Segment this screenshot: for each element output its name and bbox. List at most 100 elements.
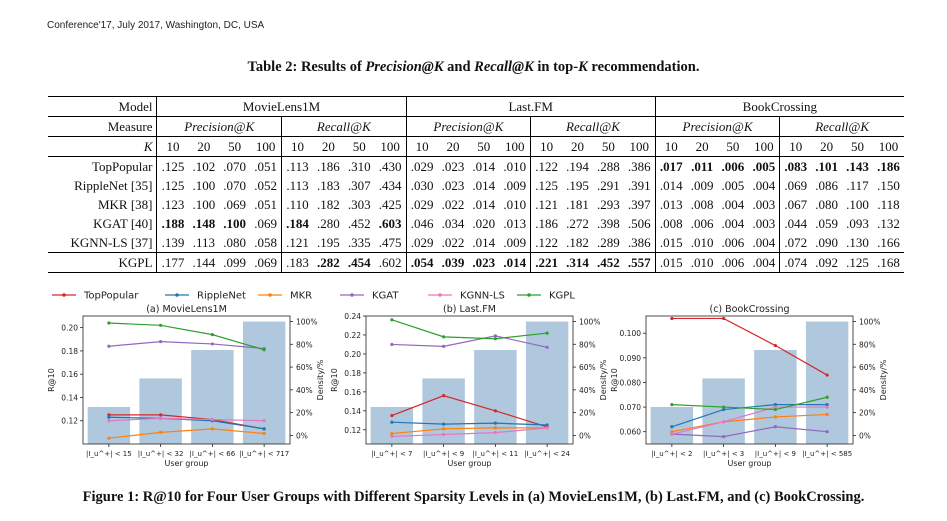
model-name: RippleNet [35]: [74, 177, 153, 193]
series-line: [391, 421, 548, 426]
result-value: .143: [842, 156, 873, 176]
x-tick-label: |I_u^+| < 2: [651, 450, 692, 458]
data-point: [107, 413, 111, 417]
result-value: .004: [748, 252, 780, 273]
data-point: [493, 431, 497, 435]
chart-panel: (a) MovieLens1M 0.12 0.14 0.16 0.18 0.20 0% 20%…: [47, 304, 325, 468]
result-value: .434: [378, 177, 402, 193]
result-value: .010: [499, 156, 531, 176]
result-value: .046: [405, 214, 438, 233]
result-value: .023: [441, 177, 465, 193]
plot-frame: [645, 315, 854, 445]
data-point: [722, 407, 726, 412]
result-value: .093: [846, 215, 869, 231]
result-value: .069: [254, 215, 277, 231]
model-name: KGPL: [48, 252, 157, 273]
result-value: .186: [530, 214, 563, 233]
result-value: .029: [405, 233, 438, 253]
legend-marker: [268, 293, 272, 297]
result-value: .118: [877, 196, 900, 212]
result-value: .014: [472, 177, 496, 193]
y2-tick-label: 60%: [296, 363, 313, 372]
y-tick-label: 0.12: [344, 426, 361, 435]
data-point: [773, 343, 777, 348]
result-value: .314: [562, 252, 593, 273]
result-value: .182: [317, 196, 340, 212]
series-kgpl: [390, 318, 549, 341]
data-point: [262, 427, 266, 431]
data-point: [390, 342, 394, 347]
data-point: [670, 432, 674, 436]
series-toppopular: [107, 413, 266, 431]
series-ripplenet: [107, 415, 266, 431]
result-value: .139: [156, 233, 189, 253]
data-point: [107, 436, 111, 440]
result-value: .022: [441, 196, 465, 212]
result-value: .125: [156, 176, 189, 195]
result-value: .452: [347, 215, 371, 231]
data-point: [670, 403, 674, 407]
data-point: [722, 435, 726, 439]
chart-title: (a) MovieLens1M: [146, 304, 227, 315]
result-value: .100: [846, 196, 869, 212]
result-value: .425: [378, 196, 402, 212]
y2-axis-label: Density/%: [879, 359, 888, 400]
x-tick-label: |I_u^+| < 717: [239, 450, 289, 458]
data-point: [545, 423, 549, 427]
result-value: .166: [877, 234, 900, 250]
table-caption-k: K: [578, 59, 588, 75]
result-value: .010: [503, 196, 527, 212]
y-tick-label: 0.12: [61, 417, 78, 426]
result-value: .122: [530, 156, 563, 176]
result-value: .009: [690, 177, 714, 193]
y-axis-label: R@10: [610, 368, 619, 392]
model-name: MKR [38]: [97, 196, 153, 212]
chart-panel: (c) BookCrossing 0.060 0.070 0.080 0.090 0.10…: [610, 304, 888, 468]
table-row: KGPL .177.144.099.069.183.282.454.602.054…: [48, 252, 904, 273]
legend-label: KGAT: [372, 291, 399, 302]
series-ripplenet: [390, 420, 549, 427]
result-value: .475: [378, 234, 402, 250]
result-value: .288: [592, 156, 624, 176]
result-value: .122: [530, 233, 563, 253]
result-value: .291: [596, 177, 620, 193]
x-tick-label: |I_u^+| < 585: [802, 450, 852, 458]
result-value: .307: [347, 177, 371, 193]
results-table: Model MovieLens1M Last.FM BookCrossing Measu…: [48, 96, 904, 273]
k-value: 100: [499, 136, 531, 157]
data-point: [825, 373, 829, 377]
data-point: [545, 331, 549, 335]
result-value: .013: [654, 195, 687, 214]
running-header: Conference'17, July 2017, Washington, DC…: [47, 20, 265, 31]
data-point: [773, 415, 777, 419]
data-point: [670, 316, 674, 321]
result-value: .029: [405, 195, 438, 214]
k-value: 100: [748, 136, 780, 157]
series-toppopular: [670, 316, 829, 377]
y2-tick-label: 100%: [579, 318, 600, 327]
legend-marker: [527, 293, 531, 297]
dataset-header: Last.FM: [405, 96, 656, 117]
k-value: 20: [686, 136, 718, 157]
legend-label: KGNN-LS: [460, 291, 505, 302]
model-name: KGAT [40]: [93, 215, 153, 231]
result-value: .014: [472, 196, 496, 212]
result-value: .004: [752, 177, 776, 193]
data-point: [442, 335, 446, 339]
result-value: .303: [347, 196, 371, 212]
data-point: [825, 430, 829, 434]
k-header: K: [48, 136, 157, 157]
data-point: [722, 420, 726, 424]
series-line: [671, 404, 828, 428]
result-value: .110: [281, 195, 313, 214]
y2-tick-label: 40%: [296, 386, 313, 395]
y-tick-label: 0.16: [344, 388, 361, 397]
data-point: [670, 430, 674, 434]
data-point: [390, 434, 394, 439]
series-line: [391, 427, 548, 435]
result-value: .023: [437, 156, 469, 176]
result-value: .006: [717, 252, 749, 273]
result-value: .335: [347, 234, 371, 250]
result-value: .023: [468, 252, 500, 273]
result-value: .603: [378, 215, 402, 231]
